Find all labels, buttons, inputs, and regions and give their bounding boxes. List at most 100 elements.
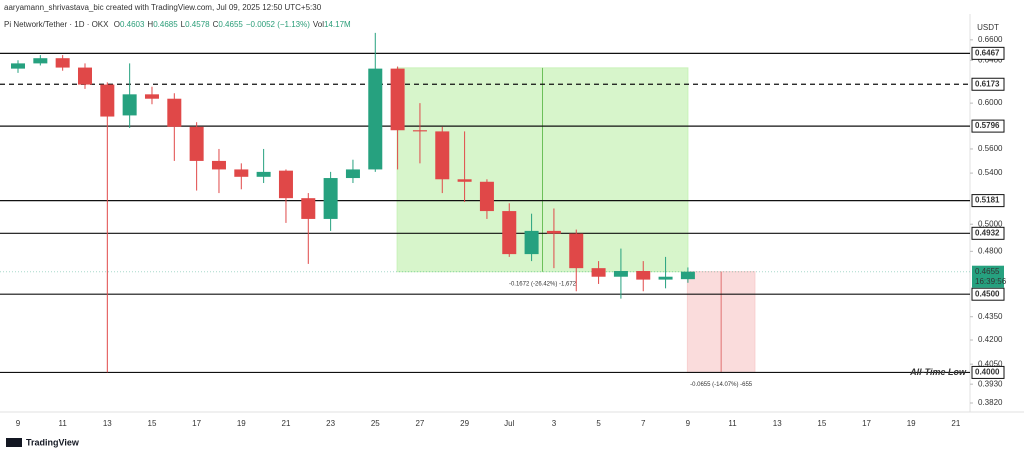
y-tick-label: 0.4200 <box>978 335 1003 344</box>
candle-body <box>569 233 584 269</box>
ohlc-key: O <box>113 20 120 29</box>
measure-label: -0.1672 (-26.42%) -1,672 <box>509 281 577 287</box>
change: −0.0052 (−1.13%) <box>245 20 310 29</box>
candle-body <box>11 63 25 69</box>
x-tick-label: 23 <box>326 419 335 428</box>
candle-body <box>211 160 226 170</box>
last-price-label: 0.4655 <box>975 267 1000 276</box>
y-tick-label: 0.6600 <box>978 35 1003 44</box>
candle-body <box>680 271 695 280</box>
candle-body <box>412 130 427 132</box>
level-label-box <box>971 119 1005 133</box>
y-tick-label: 0.4800 <box>978 246 1003 255</box>
y-tick-label: 0.3930 <box>978 379 1003 388</box>
y-tick-label: 0.5600 <box>978 144 1003 153</box>
x-tick-label: 19 <box>237 419 246 428</box>
x-tick-label: 19 <box>907 419 916 428</box>
x-tick-label: 5 <box>596 419 601 428</box>
level-label: 0.5796 <box>975 121 1000 130</box>
candle-body <box>301 198 316 219</box>
candle-body <box>234 169 249 177</box>
measure-label: -0.0655 (-14.07%) -655 <box>690 382 753 388</box>
volume-key: Vol <box>312 20 325 29</box>
level-label: 0.6173 <box>975 79 1000 88</box>
ohlc-key: L <box>180 20 186 29</box>
level-label-box <box>971 287 1005 301</box>
level-label: 0.4932 <box>975 228 1000 237</box>
x-tick-label: 21 <box>282 419 291 428</box>
candle-body <box>323 178 338 219</box>
level-label-box <box>971 365 1005 379</box>
x-tick-label: 13 <box>773 419 782 428</box>
candle-body <box>658 276 673 280</box>
x-tick-label: 15 <box>148 419 157 428</box>
level-label: 0.4500 <box>975 289 1000 298</box>
ohlc-value: 0.4685 <box>153 20 178 29</box>
candle-body <box>457 179 472 182</box>
ohlc-value: 0.4603 <box>119 20 145 29</box>
x-tick-label: 7 <box>641 419 646 428</box>
y-tick-label: 0.4350 <box>978 312 1003 321</box>
level-label-box <box>971 46 1005 60</box>
ohlc-key: C <box>212 20 219 29</box>
candle-body <box>435 131 450 180</box>
last-price-box <box>972 265 1004 288</box>
candle-body <box>55 58 70 68</box>
y-tick-label: 0.4050 <box>978 359 1003 368</box>
x-tick-label: Jul <box>504 419 514 428</box>
level-label: 0.4000 <box>975 368 1000 377</box>
x-tick-label: 17 <box>862 419 871 428</box>
candle-body <box>100 84 115 117</box>
volume: 14.17M <box>324 20 351 29</box>
level-label: 0.6467 <box>975 48 1000 57</box>
y-tick-label: 0.6000 <box>978 98 1003 107</box>
y-tick-label: 0.6400 <box>978 55 1003 64</box>
x-tick-label: 9 <box>686 419 691 428</box>
currency: USDT <box>977 23 999 32</box>
candle-body <box>77 67 92 85</box>
x-tick-label: 27 <box>415 419 424 428</box>
credit: aaryamann_shrivastava_bic created with T… <box>4 3 322 12</box>
ohlc-value: 0.4655 <box>218 20 243 29</box>
x-tick-label: 29 <box>460 419 469 428</box>
y-tick-label: 0.3820 <box>978 398 1003 407</box>
x-tick-label: 9 <box>16 419 21 428</box>
x-tick-label: 25 <box>371 419 380 428</box>
symbol-legend: Pi Network/Tether · 1D · OKX O0.4603 H0.4… <box>4 20 354 29</box>
candle-body <box>122 94 137 116</box>
candle-body <box>591 268 606 277</box>
x-tick-label: 15 <box>817 419 826 428</box>
candle-body <box>167 98 182 127</box>
level-label: 0.5181 <box>975 196 1000 205</box>
brand: TradingView <box>26 437 80 447</box>
candle-body <box>189 126 204 161</box>
candle-body <box>368 68 383 170</box>
level-label-box <box>971 194 1005 208</box>
x-tick-label: 3 <box>552 419 557 428</box>
candle-body <box>278 170 293 199</box>
level-label-box <box>971 77 1005 91</box>
candle-body <box>479 181 494 212</box>
level-label-box <box>971 226 1005 240</box>
x-tick-label: 11 <box>59 419 68 428</box>
x-tick-label: 21 <box>951 419 960 428</box>
x-tick-label: 17 <box>192 419 201 428</box>
ohlc-value: 0.4578 <box>185 20 210 29</box>
symbol: Pi Network/Tether · 1D · OKX <box>4 20 109 29</box>
candle-body <box>636 270 651 280</box>
candle-body <box>345 169 360 179</box>
x-tick-label: 13 <box>103 419 112 428</box>
candle-body <box>33 58 48 64</box>
candle-body <box>613 270 628 277</box>
y-tick-label: 0.5000 <box>978 219 1003 228</box>
level-note: All-Time Low <box>909 367 967 377</box>
ohlc-key: H <box>147 20 154 29</box>
candle-body <box>502 211 517 255</box>
brand-logo <box>6 438 22 447</box>
candle-body <box>256 171 271 177</box>
x-tick-label: 11 <box>728 419 737 428</box>
y-tick-label: 0.5400 <box>978 168 1003 177</box>
candle-body <box>546 230 561 234</box>
